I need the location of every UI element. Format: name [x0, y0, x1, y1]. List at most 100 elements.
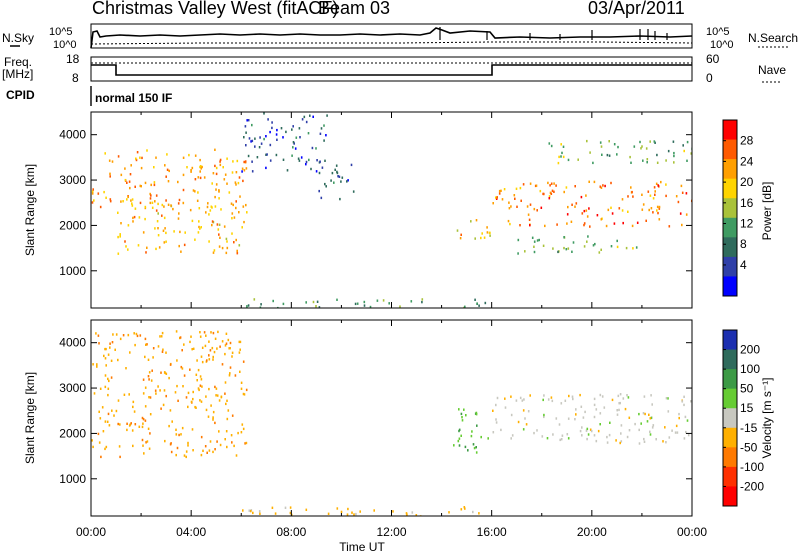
data-cell: [621, 209, 624, 212]
y-tick-label: 3000: [59, 173, 86, 187]
data-cell: [229, 366, 232, 369]
data-cell: [587, 433, 590, 436]
data-cell: [280, 127, 283, 130]
data-cell: [321, 166, 324, 169]
data-cell: [158, 246, 161, 249]
data-cell: [155, 209, 158, 212]
data-cell: [289, 506, 292, 509]
data-cell: [599, 423, 601, 426]
data-cell: [137, 244, 140, 247]
freq-line: [91, 64, 692, 76]
data-cell: [613, 143, 616, 146]
data-cell: [178, 244, 180, 248]
data-cell: [495, 421, 498, 424]
data-cell: [244, 125, 247, 128]
data-cell: [347, 179, 349, 182]
data-cell: [132, 400, 135, 404]
data-cell: [226, 182, 228, 185]
data-cell: [218, 430, 220, 433]
data-cell: [677, 200, 680, 204]
data-cell: [593, 403, 596, 407]
data-cell: [149, 197, 152, 200]
data-cell: [99, 417, 102, 420]
data-cell: [184, 231, 186, 234]
data-cell: [457, 439, 460, 443]
data-cell: [524, 250, 526, 253]
data-cell: [621, 198, 624, 201]
data-cell: [95, 332, 97, 335]
data-cell: [668, 225, 671, 228]
data-cell: [117, 358, 119, 362]
colorbar-swatch: [723, 486, 737, 507]
data-cell: [216, 394, 219, 397]
data-cell: [592, 244, 595, 247]
data-cell: [643, 440, 646, 443]
data-cell: [464, 445, 467, 449]
data-cell: [175, 428, 177, 431]
data-cell: [665, 397, 668, 400]
data-cell: [373, 509, 375, 512]
data-cell: [475, 219, 478, 222]
data-cell: [198, 225, 200, 229]
data-cell: [574, 418, 576, 421]
data-cell: [570, 220, 573, 223]
data-cell: [161, 203, 164, 207]
data-cell: [536, 429, 538, 432]
data-cell: [616, 239, 618, 243]
data-cell: [92, 445, 94, 449]
data-cell: [242, 392, 245, 396]
data-cell: [628, 416, 631, 419]
data-cell: [197, 387, 200, 390]
data-cell: [218, 245, 221, 248]
colorbar-tick-label: 200: [740, 343, 760, 357]
data-cell: [316, 159, 318, 162]
data-cell: [146, 343, 148, 346]
data-cell: [147, 375, 150, 378]
data-cell: [132, 216, 134, 220]
freq-tick-bottom: 8: [72, 71, 79, 85]
data-cell: [289, 511, 292, 515]
data-cell: [203, 176, 206, 179]
colorbar-swatch: [723, 349, 737, 370]
data-cell: [665, 441, 667, 444]
data-cell: [515, 399, 518, 402]
data-cell: [671, 429, 673, 432]
data-cell: [245, 441, 248, 445]
data-cell: [258, 510, 261, 513]
data-cell: [564, 399, 567, 402]
data-cell: [565, 186, 568, 189]
data-cell: [152, 347, 155, 350]
data-cell: [531, 236, 534, 239]
data-cell: [178, 212, 180, 215]
data-cell: [145, 343, 147, 346]
colorbar-swatch: [723, 276, 737, 297]
data-cell: [219, 345, 221, 348]
data-cell: [109, 198, 112, 201]
data-cell: [294, 147, 297, 150]
data-cell: [152, 356, 154, 359]
data-cell: [560, 155, 562, 158]
data-cell: [208, 358, 211, 361]
data-cell: [103, 354, 105, 358]
data-cell: [542, 244, 545, 247]
data-cell: [541, 435, 544, 438]
data-cell: [192, 347, 195, 350]
data-cell: [155, 156, 157, 159]
data-cell: [235, 200, 237, 203]
data-cell: [606, 153, 609, 157]
data-cell: [590, 429, 593, 433]
data-cell: [555, 417, 558, 420]
data-cell: [131, 429, 134, 432]
data-cell: [97, 432, 100, 436]
data-cell: [211, 220, 214, 223]
data-cell: [315, 170, 318, 173]
data-cell: [231, 171, 234, 174]
data-cell: [336, 298, 338, 301]
data-cell: [470, 434, 473, 438]
data-cell: [492, 202, 494, 205]
data-cell: [136, 334, 139, 338]
data-cell: [244, 160, 247, 163]
data-cell: [194, 190, 196, 193]
data-cell: [183, 374, 186, 377]
data-cell: [204, 445, 207, 448]
